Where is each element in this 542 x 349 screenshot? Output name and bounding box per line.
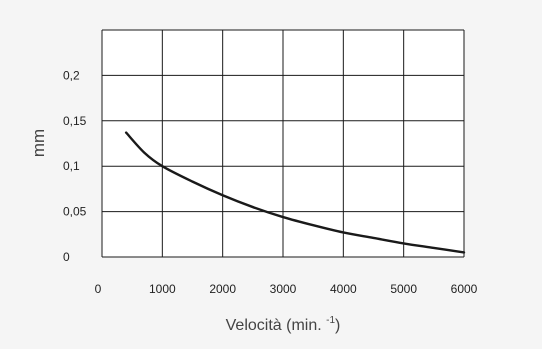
x-axis-label-exponent: -1	[326, 315, 335, 326]
y-tick-label: 0,1	[63, 159, 80, 173]
x-tick-label: 4000	[330, 282, 357, 296]
y-tick-label: 0,15	[63, 114, 87, 128]
x-tick-labels: 0 1000 2000 3000 4000 5000 6000	[95, 282, 478, 296]
x-tick-label: 0	[95, 282, 102, 296]
x-tick-label: 2000	[209, 282, 236, 296]
y-tick-label: 0,2	[63, 68, 80, 82]
x-tick-label: 3000	[270, 282, 297, 296]
y-tick-labels: 0 0,05 0,1 0,15 0,2	[63, 68, 87, 264]
x-tick-label: 5000	[390, 282, 417, 296]
x-tick-label: 1000	[149, 282, 176, 296]
series-line	[124, 131, 466, 254]
y-tick-label: 0	[63, 250, 70, 264]
grid	[101, 29, 465, 258]
x-axis-label: Velocità (min. -1)	[226, 315, 341, 334]
y-axis-label: mm	[29, 129, 48, 157]
x-tick-label: 6000	[451, 282, 478, 296]
y-tick-label: 0,05	[63, 205, 87, 219]
